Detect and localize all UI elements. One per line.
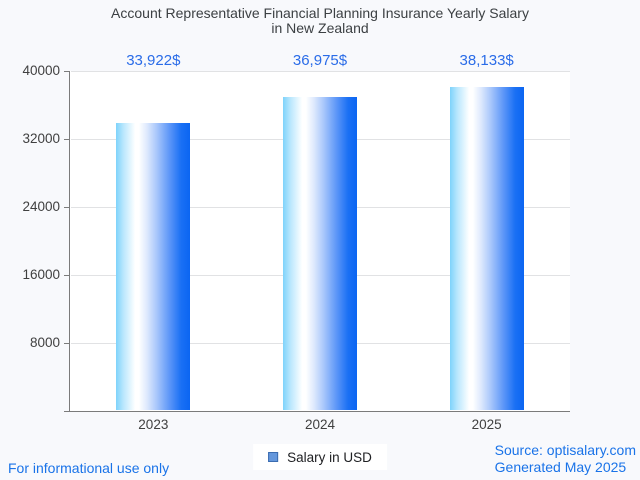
bar-2024[interactable]: [283, 96, 357, 410]
y-axis-label-32000: 32000: [22, 131, 60, 146]
y-axis-label-16000: 16000: [22, 267, 60, 282]
y-tick-24000: [64, 207, 70, 208]
y-axis-label-8000: 8000: [29, 335, 60, 350]
chart-title-line1: Account Representative Financial Plannin…: [111, 5, 529, 21]
y-tick-16000: [64, 275, 70, 276]
legend-swatch-icon: [268, 452, 279, 462]
bar-value-2023: 33,922$: [126, 52, 181, 69]
y-tick-8000: [64, 343, 70, 344]
y-axis-label-24000: 24000: [22, 199, 60, 214]
x-axis-label-2023: 2023: [138, 417, 169, 432]
y-axis-label-40000: 40000: [22, 63, 60, 78]
source-link[interactable]: Source: optisalary.com: [494, 442, 636, 458]
generated-date: Generated May 2025: [494, 459, 627, 475]
source-block: Source: optisalary.com Generated May 202…: [495, 442, 636, 476]
chart-title-line2: in New Zealand: [271, 20, 369, 36]
bar-value-2025: 38,133$: [459, 52, 514, 69]
bar-value-2024: 36,975$: [292, 52, 348, 69]
y-tick-40000: [64, 71, 70, 72]
gridline-40000: [71, 71, 570, 72]
legend[interactable]: Salary in USD: [253, 444, 387, 470]
x-axis-label-2025: 2025: [471, 417, 502, 432]
x-axis-label-2024: 2024: [304, 417, 336, 432]
informational-note: For informational use only: [8, 460, 170, 476]
y-tick-0: [64, 411, 70, 412]
y-tick-32000: [64, 139, 70, 140]
bar-2025[interactable]: [449, 86, 524, 410]
legend-label: Salary in USD: [287, 449, 372, 465]
bar-2023[interactable]: [116, 122, 191, 410]
